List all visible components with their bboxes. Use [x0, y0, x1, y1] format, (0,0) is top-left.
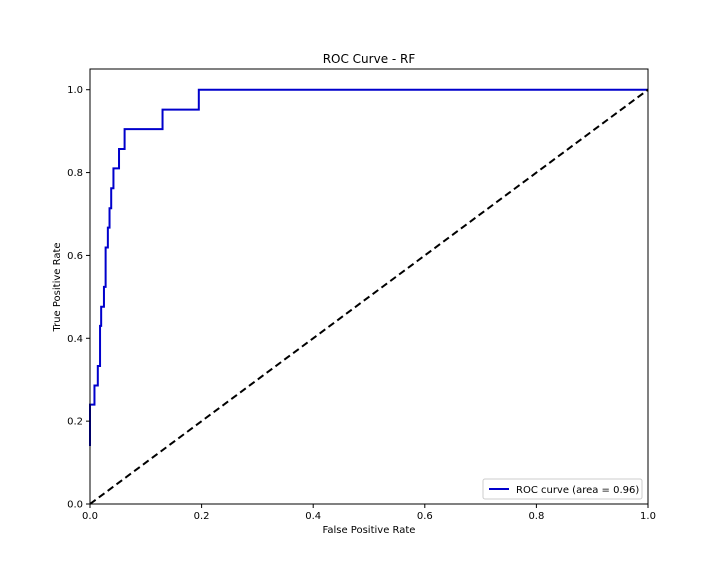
y-tick-label: 0.0	[67, 500, 83, 511]
diagonal-reference-line	[89, 88, 649, 505]
legend: ROC curve (area = 0.96)	[482, 478, 643, 500]
y-tick-label: 0.4	[67, 334, 83, 345]
x-tick-label: 0.8	[528, 511, 544, 522]
y-tick-label: 0.6	[67, 251, 83, 262]
x-tick-label: 0.2	[194, 511, 210, 522]
x-tick-label: 1.0	[640, 511, 656, 522]
axis-ticks: 0.0 0.2 0.4 0.6 0.8 1.0 0.0 0.2 0.4 0.6 0.8 1.0	[67, 85, 656, 522]
plot-frame	[89, 68, 649, 505]
chart-title: ROC Curve - RF	[323, 52, 416, 66]
x-tick-label: 0.6	[417, 511, 433, 522]
y-tick-label: 1.0	[67, 85, 83, 96]
y-axis-label: True Positive Rate	[52, 242, 63, 332]
plot-area	[89, 88, 649, 505]
y-tick-label: 0.8	[67, 168, 83, 179]
y-tick-label: 0.2	[67, 417, 83, 428]
legend-box	[482, 478, 643, 500]
x-tick-label: 0.4	[305, 511, 321, 522]
roc-curve-line	[89, 88, 648, 446]
x-tick-label: 0.0	[82, 511, 98, 522]
x-axis-label: False Positive Rate	[323, 525, 416, 536]
legend-label-roc: ROC curve (area = 0.96)	[516, 485, 639, 496]
